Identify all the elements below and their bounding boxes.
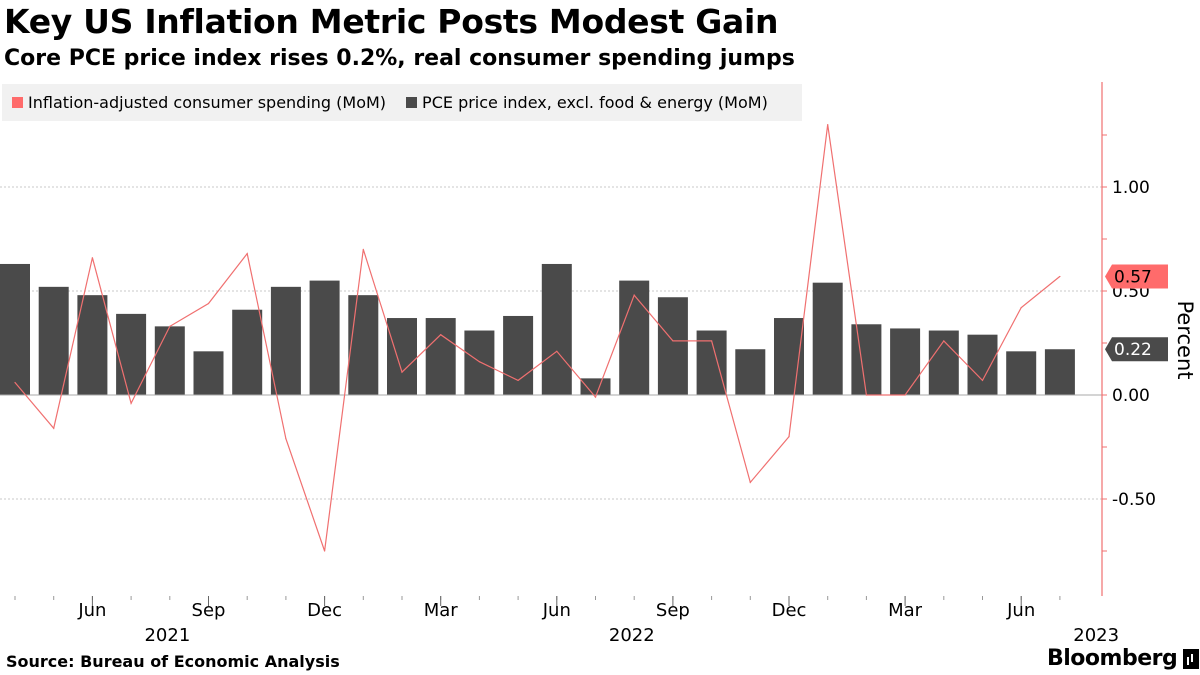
x-axis: Jun Sep Dec Mar Jun Sep Dec Mar Jun 2021 2022 2023 (14, 596, 1119, 646)
bar-jul-2022 (580, 378, 611, 395)
bar-sep-2022 (657, 297, 688, 395)
x-tick-label: Jun (1006, 600, 1035, 621)
bar-nov-2021 (270, 286, 301, 395)
spending-point-apr-2023 (943, 340, 945, 342)
spending-point-apr-2022 (478, 361, 480, 363)
spending-point-feb-2023 (865, 394, 868, 396)
bar-mar-2022 (425, 318, 456, 395)
spending-point-nov-2021 (285, 438, 287, 440)
spending-point-apr-2021 (14, 381, 16, 384)
source-note: Source: Bureau of Economic Analysis (6, 652, 340, 671)
bar-jun-2021 (77, 295, 108, 395)
spending-point-may-2021 (53, 427, 55, 429)
x-year-label: 2022 (609, 625, 655, 646)
bar-sep-2021 (193, 351, 224, 395)
bar-may-2021 (38, 286, 69, 395)
bloomberg-logo: Bloomberg (1047, 646, 1200, 671)
spending-point-oct-2022 (711, 340, 713, 342)
y-tick-label: -0.50 (1112, 490, 1156, 510)
bloomberg-terminal-icon (1183, 648, 1200, 669)
legend-label-consumer-spending: Inflation-adjusted consumer spending (Mo… (28, 93, 387, 112)
y-tick-label: 0.00 (1112, 386, 1150, 406)
x-tick-label: Mar (424, 600, 459, 621)
spending-point-may-2022 (517, 379, 519, 382)
spending-point-jun-2023 (1020, 307, 1022, 309)
bar-jul-2021 (116, 313, 147, 395)
bar-may-2023 (967, 334, 998, 395)
y-tick-label: 1.00 (1112, 178, 1150, 198)
legend: Inflation-adjusted consumer spending (Mo… (2, 84, 802, 121)
spending-point-sep-2021 (207, 302, 210, 305)
chart-subtitle: Core PCE price index rises 0.2%, real co… (4, 46, 795, 71)
bar-may-2022 (503, 315, 534, 395)
bar-jan-2023 (812, 282, 843, 395)
last-value-flag (1105, 337, 1168, 362)
last-value-label-spending: 0.57 (1105, 264, 1168, 289)
spending-point-sep-2022 (672, 340, 674, 342)
brand-wordmark: Bloomberg (1047, 646, 1178, 671)
legend-item-core-pce: PCE price index, excl. food & energy (Mo… (406, 93, 768, 112)
y-axis-title: Percent (1173, 300, 1197, 379)
bar-oct-2021 (232, 309, 263, 395)
x-tick-label: Dec (307, 600, 342, 621)
bar-oct-2022 (696, 330, 727, 395)
bar-apr-2021 (0, 263, 30, 395)
spending-point-jan-2022 (362, 248, 364, 250)
spending-point-aug-2022 (633, 294, 635, 296)
legend-swatch-bar (406, 97, 418, 108)
spending-point-feb-2022 (401, 371, 403, 373)
spending-point-dec-2021 (324, 550, 326, 552)
legend-swatch-line (12, 97, 23, 108)
x-year-label: 2021 (144, 625, 190, 646)
bar-aug-2021 (154, 326, 185, 395)
bar-jul-2023 (1044, 349, 1075, 395)
bar-series (0, 263, 1075, 395)
spending-point-oct-2021 (246, 252, 248, 255)
line-series (14, 124, 1061, 552)
last-value-label-core-pce: 0.22 (1105, 337, 1168, 362)
spending-point-nov-2022 (749, 481, 751, 483)
last-value-text: 0.22 (1114, 340, 1152, 360)
bar-jun-2023 (1006, 351, 1037, 395)
last-value-flag (1105, 264, 1168, 289)
bar-apr-2022 (464, 330, 495, 395)
legend-item-consumer-spending: Inflation-adjusted consumer spending (Mo… (12, 93, 386, 112)
bar-feb-2023 (851, 324, 882, 395)
bar-jan-2022 (348, 295, 379, 395)
x-tick-label: Sep (192, 600, 226, 621)
spending-point-jul-2021 (130, 402, 132, 404)
spending-point-dec-2022 (788, 436, 790, 438)
x-tick-label: Sep (656, 600, 690, 621)
spending-point-jun-2021 (91, 257, 93, 259)
bar-jun-2022 (541, 263, 572, 395)
spending-line (14, 124, 1061, 552)
spending-point-jun-2022 (556, 350, 558, 352)
last-value-text: 0.57 (1114, 267, 1152, 287)
spending-point-mar-2022 (440, 334, 442, 336)
spending-point-jan-2023 (827, 124, 829, 126)
spending-point-jul-2022 (594, 396, 597, 398)
bar-dec-2021 (309, 280, 340, 395)
chart-title: Key US Inflation Metric Posts Modest Gai… (4, 2, 779, 41)
x-year-label: 2023 (1073, 625, 1119, 646)
spending-point-may-2023 (981, 379, 984, 382)
bar-feb-2022 (387, 318, 417, 395)
bar-aug-2022 (619, 280, 650, 395)
x-tick-label: Mar (888, 600, 923, 621)
spending-point-aug-2021 (169, 325, 171, 327)
x-tick-label: Dec (772, 600, 807, 621)
legend-label-core-pce: PCE price index, excl. food & energy (Mo… (422, 93, 768, 112)
spending-point-mar-2023 (904, 394, 906, 396)
spending-point-jul-2023 (1059, 275, 1061, 278)
bar-nov-2022 (735, 349, 766, 395)
x-tick-label: Jun (542, 600, 571, 621)
x-tick-label: Jun (77, 600, 106, 621)
bar-mar-2023 (890, 328, 921, 395)
